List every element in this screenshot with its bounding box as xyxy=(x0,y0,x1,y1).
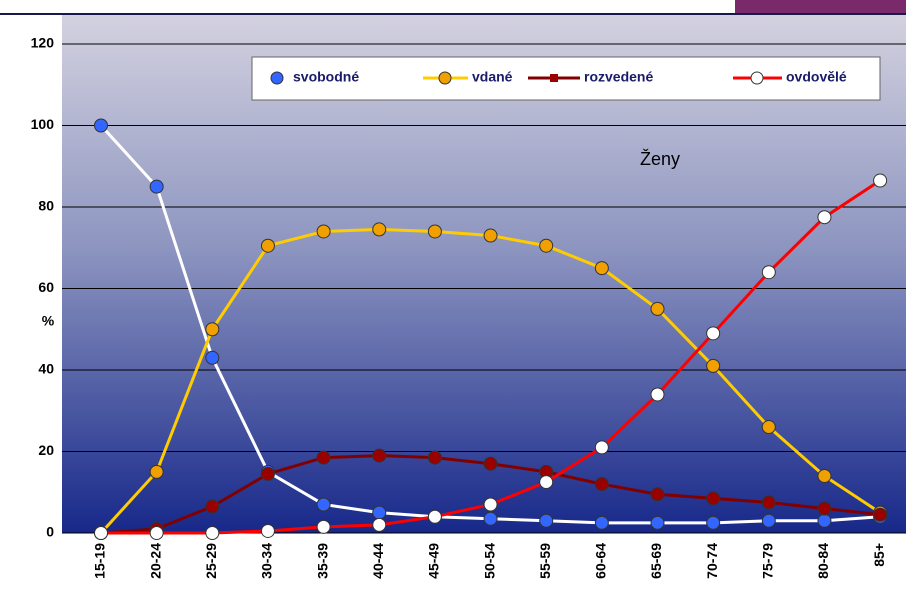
y-tick-label: 80 xyxy=(38,198,54,214)
data-point xyxy=(260,466,275,481)
data-point xyxy=(594,261,609,276)
x-tick-label: 20-24 xyxy=(147,543,163,579)
data-point xyxy=(594,440,609,455)
data-point xyxy=(372,222,387,237)
annotation: Ženy xyxy=(640,149,680,169)
y-tick-label: 120 xyxy=(31,35,55,51)
data-point xyxy=(817,513,832,528)
data-point xyxy=(761,420,776,435)
data-point xyxy=(761,265,776,280)
data-point xyxy=(483,228,498,243)
data-point xyxy=(817,501,832,516)
x-tick-label: 45-49 xyxy=(426,543,442,579)
y-tick-label: 60 xyxy=(38,279,54,295)
data-point xyxy=(149,526,164,540)
data-point xyxy=(149,464,164,479)
y-tick-label: 0 xyxy=(46,524,54,540)
data-point xyxy=(205,499,220,514)
legend-marker xyxy=(270,71,284,85)
data-point xyxy=(205,322,220,337)
legend-marker xyxy=(550,74,558,82)
data-point xyxy=(316,224,331,239)
data-point xyxy=(817,468,832,483)
x-tick-label: 35-39 xyxy=(314,543,330,579)
data-point xyxy=(650,387,665,402)
x-tick-label: 60-64 xyxy=(593,543,609,579)
x-tick-label: 50-54 xyxy=(481,543,497,579)
legend-label: rozvedené xyxy=(584,69,653,85)
data-point xyxy=(205,526,220,540)
legend-marker xyxy=(438,71,452,85)
data-point xyxy=(149,179,164,194)
x-tick-label: 15-19 xyxy=(92,543,108,579)
data-point xyxy=(761,513,776,528)
data-point xyxy=(260,523,275,538)
y-tick-label: 40 xyxy=(38,361,54,377)
y-tick-label: 20 xyxy=(38,442,54,458)
data-point xyxy=(260,238,275,253)
y-axis-label: % xyxy=(42,313,55,329)
x-tick-label: 70-74 xyxy=(704,543,720,579)
x-tick-label: 55-59 xyxy=(537,543,553,579)
data-point xyxy=(205,350,220,365)
data-point xyxy=(539,238,554,253)
data-point xyxy=(94,526,108,540)
data-point xyxy=(539,475,554,490)
data-point xyxy=(706,326,721,341)
data-point xyxy=(316,497,331,512)
data-point xyxy=(427,224,442,239)
data-point xyxy=(316,519,331,534)
data-point xyxy=(873,507,888,522)
data-point xyxy=(706,491,721,506)
data-point xyxy=(94,118,108,133)
x-tick-label: 40-44 xyxy=(370,543,386,579)
legend-label: vdané xyxy=(472,69,513,85)
data-point xyxy=(539,513,554,528)
data-point xyxy=(372,517,387,532)
data-point xyxy=(706,358,721,373)
x-tick-label: 30-34 xyxy=(259,543,275,579)
data-point xyxy=(483,456,498,471)
data-point xyxy=(650,301,665,316)
data-point xyxy=(372,505,387,520)
data-point xyxy=(483,511,498,526)
data-point xyxy=(873,173,888,188)
x-tick-label: 75-79 xyxy=(760,543,776,579)
data-point xyxy=(594,515,609,530)
corner-decoration xyxy=(735,0,906,14)
y-tick-label: 100 xyxy=(31,116,55,132)
data-point xyxy=(761,495,776,510)
data-point xyxy=(316,450,331,465)
data-point xyxy=(427,509,442,524)
legend-label: svobodné xyxy=(293,69,359,85)
data-point xyxy=(817,210,832,225)
x-tick-label: 85+ xyxy=(871,543,887,567)
x-tick-label: 25-29 xyxy=(203,543,219,579)
data-point xyxy=(483,497,498,512)
legend-label: ovdovělé xyxy=(786,69,847,85)
data-point xyxy=(650,487,665,502)
data-point xyxy=(372,448,387,463)
data-point xyxy=(594,477,609,492)
legend-marker xyxy=(750,71,764,85)
data-point xyxy=(706,515,721,530)
x-tick-label: 65-69 xyxy=(648,543,664,579)
data-point xyxy=(427,450,442,465)
data-point xyxy=(650,515,665,530)
x-tick-label: 80-84 xyxy=(815,543,831,579)
